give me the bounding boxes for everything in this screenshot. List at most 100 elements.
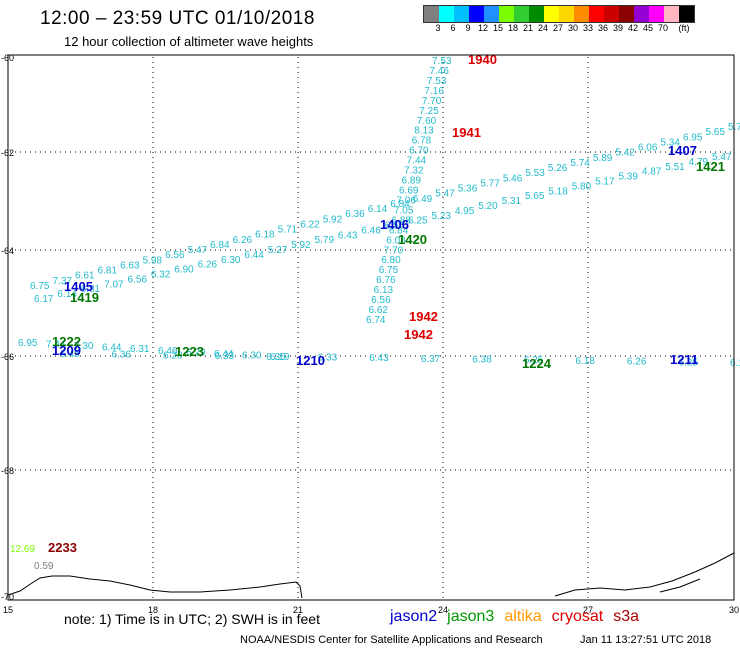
legend-swatch — [469, 6, 484, 22]
middle-diagonal-track-value: 6.90 — [174, 265, 194, 276]
legend-labels: 3 6 9 12 15 18 21 24 27 30 33 36 39 42 45 70 (ft) — [423, 23, 740, 35]
legend-swatch — [544, 6, 559, 22]
legend-swatch — [514, 6, 529, 22]
legend-label: (ft) — [678, 23, 690, 33]
legend-swatch — [649, 6, 664, 22]
legend-label: 42 — [627, 23, 639, 33]
upper-diagonal-track-value: 6.95 — [683, 132, 703, 143]
upper-diagonal-track-value: 5.74 — [570, 158, 590, 169]
horizontal-track-value: 6.44 — [214, 349, 234, 360]
horizontal-track-value: 6.18 — [575, 356, 595, 367]
coastline — [7, 552, 735, 599]
steep-track-value: 7.32 — [404, 166, 424, 177]
middle-diagonal-track-value: 6.32 — [151, 270, 171, 281]
horizontal-track-value: 6.43 — [369, 353, 389, 364]
steep-track-value: 7.05 — [394, 205, 414, 216]
legend-swatch — [499, 6, 514, 22]
generation-timestamp: Jan 11 13:27:51 UTC 2018 — [580, 634, 712, 646]
horizontal-track-value: 6.19 — [270, 352, 290, 363]
horizontal-track-value: 6.25 — [678, 357, 698, 368]
pass-time-label: 1405 — [64, 279, 93, 294]
horizontal-track-value: 6.95 — [18, 338, 38, 349]
horizontal-track-value: 6.35 — [266, 352, 286, 363]
legend-label: 18 — [507, 23, 519, 33]
horizontal-track-value: 6.29 — [186, 347, 206, 358]
legend-label: 15 — [492, 23, 504, 33]
horizontal-track-value: 6.33 — [215, 351, 235, 362]
x-tick-label: 18 — [148, 605, 158, 615]
pass-time-label: 1940 — [468, 52, 497, 67]
satellite-legend-item: altika — [504, 608, 542, 625]
upper-diagonal-track-value: 6.56 — [165, 250, 185, 261]
pass-time-label: 1209 — [52, 343, 81, 358]
legend-swatch — [424, 6, 439, 22]
pass-time-label: 1942 — [409, 309, 438, 324]
upper-diagonal-track-value: 6.84 — [210, 240, 230, 251]
legend-label: 45 — [642, 23, 654, 33]
pass-time-label: 1407 — [668, 143, 697, 158]
x-tick-label: 15 — [3, 605, 13, 615]
legend-swatch — [529, 6, 544, 22]
horizontal-track-value: 6.38 — [472, 355, 492, 366]
horizontal-track-value: 6.46 — [158, 346, 178, 357]
map-frame — [7, 54, 735, 601]
upper-diagonal-track-value: 5.47 — [435, 189, 455, 200]
steep-track-value: 7.46 — [429, 66, 449, 77]
middle-diagonal-track-value: 6.30 — [221, 255, 241, 266]
upper-diagonal-track-value: 5.53 — [525, 168, 545, 179]
steep-track-value: 6.89 — [402, 176, 422, 187]
middle-diagonal-track-value: 6.43 — [338, 230, 358, 241]
satellite-legend: jason2 jason3 altika cryosat s3a — [390, 608, 649, 626]
page-title: 12:00 – 23:59 UTC 01/10/2018 — [40, 8, 315, 29]
upper-diagonal-track-value: 6.81 — [98, 266, 118, 277]
middle-diagonal-track-value: 6.46 — [361, 225, 381, 236]
legend-swatch — [574, 6, 589, 22]
upper-diagonal-track-value: 6.36 — [345, 209, 365, 220]
middle-diagonal-track-value: 6.81 — [81, 284, 101, 295]
x-tick-label: 24 — [438, 605, 448, 615]
steep-track-value: 6.56 — [371, 295, 391, 306]
satellite-legend-item: s3a — [613, 608, 640, 625]
middle-diagonal-track-value: 5.79 — [315, 235, 335, 246]
legend-label: 21 — [522, 23, 534, 33]
horizontal-track-value: 6.31 — [130, 344, 150, 355]
upper-diagonal-track-value: 5.36 — [458, 184, 478, 195]
steep-track-value: 6.70 — [409, 146, 429, 157]
upper-diagonal-track-value: 6.22 — [300, 219, 320, 230]
steep-track-value: 7.70 — [384, 245, 404, 256]
horizontal-track-value: 6.30 — [242, 350, 262, 361]
steep-track-value: 6.88 — [391, 215, 411, 226]
legend-label: 3 — [435, 23, 441, 33]
coastline-island — [659, 578, 701, 593]
middle-diagonal-track-value: 6.56 — [128, 274, 148, 285]
legend-label: 27 — [552, 23, 564, 33]
steep-track-value: 7.25 — [419, 106, 439, 117]
horizontal-track-value: 6.19 — [730, 358, 740, 369]
pass-time-label: 1942 — [404, 327, 433, 342]
pass-time-label: 1211 — [670, 352, 698, 367]
horizontal-track-value: 7.44 — [46, 340, 66, 351]
middle-diagonal-track-value: 4.95 — [455, 206, 475, 217]
satellite-legend-item: jason2 — [390, 608, 438, 625]
legend-swatch — [679, 6, 694, 22]
legend-swatch — [484, 6, 499, 22]
pass-time-label: 1223 — [175, 344, 204, 359]
upper-diagonal-track-value: 6.26 — [233, 235, 253, 246]
upper-diagonal-track-value: 5.34 — [660, 137, 680, 148]
x-tick-label: 21 — [293, 605, 303, 615]
steep-track-value: 6.78 — [412, 136, 432, 147]
legend-swatch — [454, 6, 469, 22]
coastline-west — [7, 575, 303, 599]
satellite-legend-item: jason3 — [447, 608, 495, 625]
upper-diagonal-track-value: 6.18 — [255, 230, 275, 241]
steep-track-value: 6.84 — [389, 225, 409, 236]
steep-track-value: 7.60 — [417, 116, 437, 127]
middle-diagonal-track-value: 5.80 — [572, 181, 592, 192]
steep-track-value: 7.53 — [427, 76, 447, 87]
upper-diagonal-track-value: 5.98 — [143, 255, 163, 266]
upper-diagonal-track-value: 6.49 — [413, 194, 433, 205]
upper-diagonal-track-value: 5.47 — [188, 245, 208, 256]
steep-track-value: 6.69 — [399, 186, 419, 197]
satellite-legend-item: cryosat — [551, 608, 604, 625]
